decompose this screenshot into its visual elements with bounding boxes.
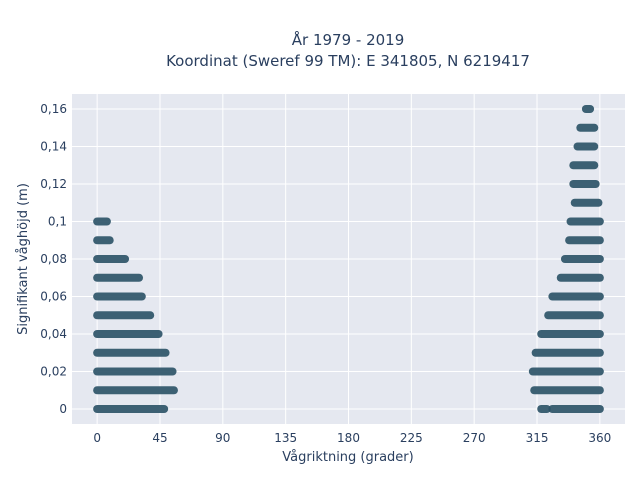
y-axis-title: Signifikant våghöjd (m) bbox=[16, 183, 31, 335]
x-tick-label: 270 bbox=[463, 431, 486, 445]
y-tick-label: 0,1 bbox=[48, 215, 67, 229]
data-band bbox=[560, 255, 604, 263]
data-band bbox=[569, 161, 599, 170]
x-tick-label: 315 bbox=[526, 431, 549, 445]
data-band bbox=[544, 311, 604, 320]
data-band bbox=[576, 123, 599, 132]
x-tick-label: 225 bbox=[400, 431, 423, 445]
x-tick-label: 135 bbox=[274, 431, 297, 445]
y-tick-label: 0,04 bbox=[40, 327, 67, 341]
data-band bbox=[531, 348, 604, 357]
data-band bbox=[530, 386, 604, 395]
y-tick-label: 0 bbox=[59, 402, 67, 416]
data-band bbox=[565, 236, 604, 245]
y-tick-labels: 0 0,02 0,04 0,06 0,08 0,1 0,12 0,14 0,16 bbox=[40, 102, 67, 416]
x-tick-label: 45 bbox=[152, 431, 167, 445]
data-band bbox=[537, 330, 604, 338]
chart-title-line-1: År 1979 - 2019 bbox=[292, 30, 405, 49]
data-band bbox=[93, 273, 144, 282]
data-band bbox=[93, 330, 163, 338]
x-tick-label: 90 bbox=[215, 431, 230, 445]
data-band bbox=[537, 405, 551, 413]
y-tick-label: 0,06 bbox=[40, 290, 67, 304]
data-band bbox=[93, 255, 130, 263]
data-band bbox=[569, 180, 600, 188]
x-axis-title: Vågriktning (grader) bbox=[282, 450, 413, 465]
data-band bbox=[528, 367, 604, 376]
x-tick-label: 360 bbox=[588, 431, 611, 445]
y-tick-label: 0,16 bbox=[40, 102, 67, 116]
data-band bbox=[93, 236, 114, 245]
data-band bbox=[93, 348, 170, 357]
y-tick-label: 0,12 bbox=[40, 177, 67, 191]
data-band bbox=[570, 198, 603, 207]
data-band bbox=[581, 105, 595, 113]
data-band bbox=[93, 405, 169, 413]
data-band bbox=[93, 292, 146, 301]
data-band bbox=[548, 405, 604, 413]
y-tick-label: 0,08 bbox=[40, 252, 67, 266]
x-tick-label: 180 bbox=[337, 431, 360, 445]
data-band bbox=[556, 273, 604, 282]
data-band bbox=[93, 367, 177, 376]
data-band bbox=[93, 311, 155, 320]
data-band bbox=[93, 386, 178, 395]
data-band bbox=[548, 292, 604, 301]
data-points bbox=[93, 105, 604, 413]
data-band bbox=[566, 217, 604, 226]
chart-title-line-2: Koordinat (Sweref 99 TM): E 341805, N 62… bbox=[166, 52, 530, 70]
data-band bbox=[93, 217, 111, 226]
x-tick-label: 0 bbox=[93, 431, 101, 445]
x-tick-labels: 0 45 90 135 180 225 270 315 360 bbox=[93, 431, 611, 445]
data-band bbox=[573, 142, 599, 151]
y-tick-label: 0,14 bbox=[40, 140, 67, 154]
y-tick-label: 0,02 bbox=[40, 365, 67, 379]
